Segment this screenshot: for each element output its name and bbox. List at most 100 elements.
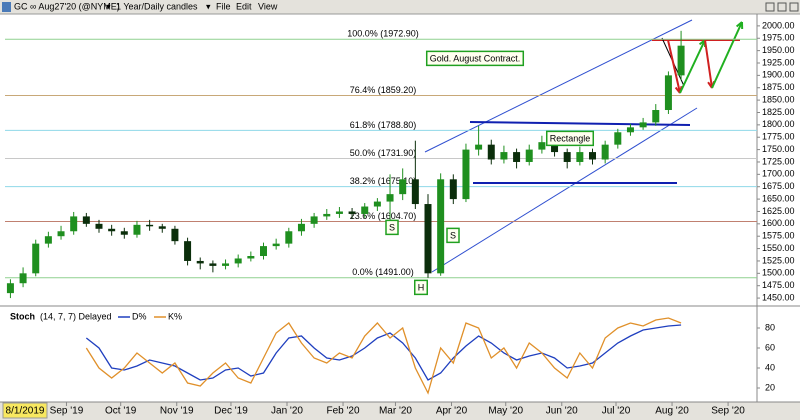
x-tick-label: Jan '20 xyxy=(271,406,303,417)
x-tick-label: Sep '20 xyxy=(711,406,745,417)
candle-body xyxy=(424,204,432,274)
indicator-line xyxy=(85,324,682,381)
candle-body xyxy=(158,226,166,229)
candle-body xyxy=(525,149,533,162)
candle-body xyxy=(475,144,483,150)
period[interactable]: 1 Year/Daily candles xyxy=(116,1,198,11)
candle-body xyxy=(411,179,419,205)
x-tick-label: Jul '20 xyxy=(602,406,631,417)
candle-body xyxy=(601,144,609,160)
y-tick-label: 1600.00 xyxy=(762,218,795,228)
x-tick-label: Aug '20 xyxy=(655,406,689,417)
candle-body xyxy=(196,260,204,264)
y-tick-label: 1750.00 xyxy=(762,144,795,154)
annotation: Rectangle xyxy=(550,133,591,143)
fib-label: 76.4% (1859.20) xyxy=(350,85,417,95)
candle-body xyxy=(449,179,457,200)
window-button[interactable] xyxy=(777,2,787,12)
candle-body xyxy=(57,231,65,237)
candle-body xyxy=(652,110,660,123)
window-button[interactable] xyxy=(789,2,799,12)
annotation-box xyxy=(385,219,399,236)
annotation: H xyxy=(418,282,425,292)
candle-body xyxy=(32,243,40,274)
y-tick-label: 1575.00 xyxy=(762,231,795,241)
dropdown-arrow[interactable]: ▾ xyxy=(106,1,111,11)
drawn-line xyxy=(704,39,713,89)
candle-body xyxy=(399,179,407,195)
candle-body xyxy=(563,152,571,162)
candle-body xyxy=(222,263,230,266)
y2-tick-label: 20 xyxy=(765,382,775,392)
annotation: Gold. August Contract. xyxy=(430,53,521,63)
x-tick-label: May '20 xyxy=(488,406,523,417)
x-tick-label: Jun '20 xyxy=(546,406,578,417)
candle-body xyxy=(348,211,356,214)
candle-body xyxy=(247,256,255,259)
candle-body xyxy=(589,152,596,160)
y2-tick-label: 40 xyxy=(765,362,775,372)
y-tick-label: 1675.00 xyxy=(762,181,795,191)
legend-label: K% xyxy=(168,311,182,321)
candle-body xyxy=(120,231,128,235)
candle-body xyxy=(133,224,141,235)
y2-tick-label: 60 xyxy=(765,342,775,352)
candle-body xyxy=(373,201,381,207)
indicator-line xyxy=(85,317,682,395)
y-tick-label: 1525.00 xyxy=(762,255,795,265)
fib-label: 38.2% (1675.10) xyxy=(350,176,417,186)
y-tick-label: 1850.00 xyxy=(762,94,795,104)
y-tick-label: 1450.00 xyxy=(762,292,795,302)
y-tick-label: 1900.00 xyxy=(762,70,795,80)
drawn-line xyxy=(667,39,681,94)
candle-body xyxy=(234,258,242,264)
candle-body xyxy=(297,223,305,232)
drawings xyxy=(424,19,744,273)
current-date-box xyxy=(2,402,48,419)
menu-view[interactable]: View xyxy=(258,1,278,11)
menu-edit[interactable]: Edit xyxy=(236,1,252,11)
y2-tick-label: 80 xyxy=(765,322,775,332)
y-tick-label: 1650.00 xyxy=(762,193,795,203)
candle-body xyxy=(209,263,217,266)
x-tick-label: Dec '19 xyxy=(214,406,248,417)
y-tick-label: 1500.00 xyxy=(762,268,795,278)
candle-body xyxy=(323,213,331,217)
y-tick-label: 1975.00 xyxy=(762,33,795,43)
drawn-line xyxy=(469,121,691,126)
candle-body xyxy=(551,142,559,153)
y-tick-label: 1700.00 xyxy=(762,169,795,179)
candle-body xyxy=(386,194,394,202)
candle-body xyxy=(44,236,52,244)
menu-file[interactable]: File xyxy=(216,1,231,11)
candle-body xyxy=(361,206,369,214)
candle-body xyxy=(184,241,192,261)
candle-body xyxy=(108,228,116,232)
candle-body xyxy=(513,152,521,162)
fib-label: 50.0% (1731.90) xyxy=(350,148,417,158)
x-tick-label: Sep '19 xyxy=(50,406,84,417)
indicator-title: Stoch xyxy=(10,311,35,321)
candle-body xyxy=(462,149,470,200)
y-tick-label: 1950.00 xyxy=(762,45,795,55)
candle-body xyxy=(260,246,267,257)
y-tick-label: 1625.00 xyxy=(762,206,795,216)
candle-body xyxy=(70,216,78,232)
fib-label: 23.6% (1604.70) xyxy=(350,211,417,221)
date-axis-bg xyxy=(0,402,800,420)
arrow-head xyxy=(735,21,744,30)
x-tick-label: Apr '20 xyxy=(436,406,468,417)
candle-body xyxy=(487,144,495,160)
candle-body xyxy=(95,223,103,229)
dropdown-arrow[interactable]: ▾ xyxy=(206,1,211,11)
candle-body xyxy=(639,122,647,128)
candle-body xyxy=(82,216,90,224)
candle-body xyxy=(310,216,318,224)
window-button[interactable] xyxy=(765,2,775,12)
symbol[interactable]: GC ∞ Aug27'20 (@NYME) xyxy=(14,1,120,11)
candle-body xyxy=(171,228,179,242)
x-tick-label: 8/1/2019 xyxy=(6,406,45,417)
